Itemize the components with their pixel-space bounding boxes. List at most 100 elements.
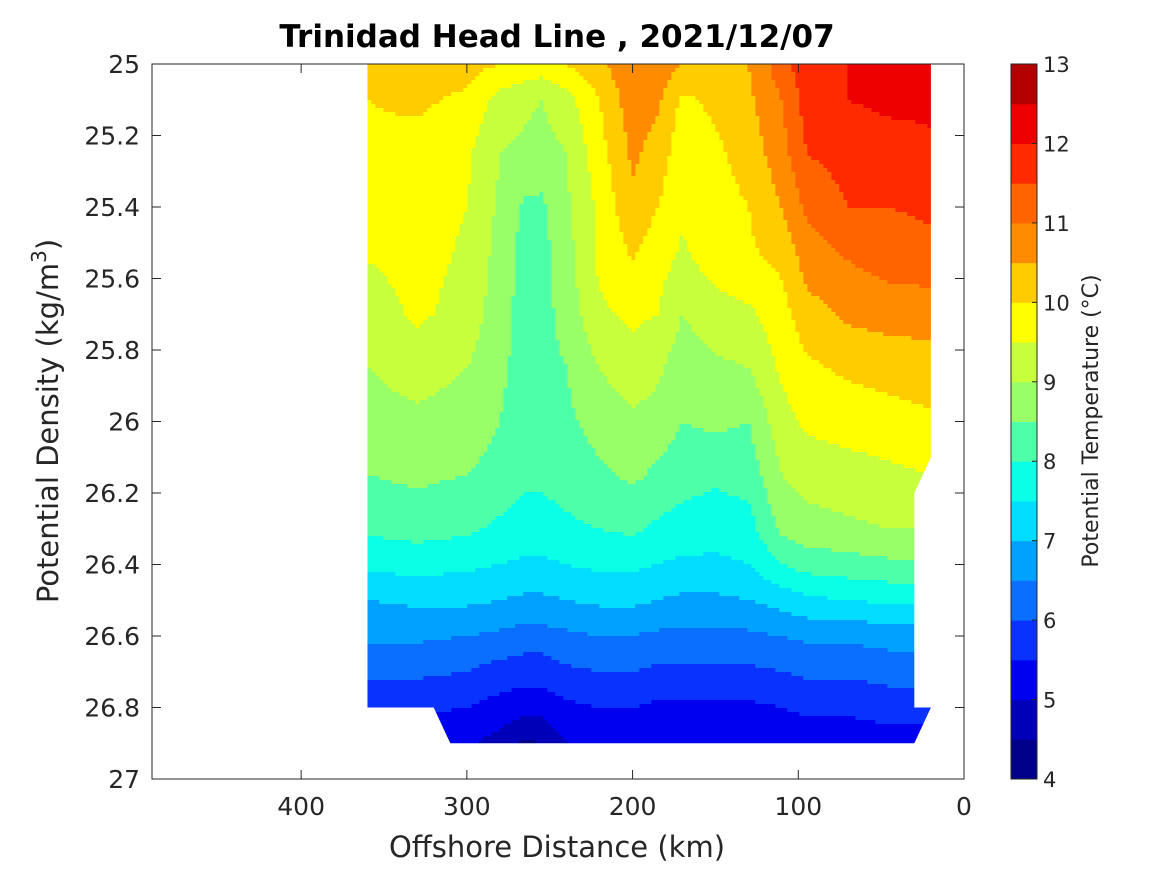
contour-cell xyxy=(795,412,931,417)
contour-cell xyxy=(771,64,792,69)
contour-cell xyxy=(367,496,520,501)
contour-cell xyxy=(547,208,572,213)
contour-cell xyxy=(495,192,540,197)
contour-cell xyxy=(703,492,728,497)
contour-cell xyxy=(591,444,668,449)
contour-cell xyxy=(543,716,856,721)
contour-cell xyxy=(367,72,480,77)
contour-cell xyxy=(539,192,544,197)
contour-cell xyxy=(579,296,604,301)
contour-cell xyxy=(407,484,428,489)
contour-cell xyxy=(591,188,612,193)
contour-cell xyxy=(367,224,460,229)
contour-cell xyxy=(911,336,931,341)
contour-cell xyxy=(491,520,584,525)
contour-cell xyxy=(867,520,931,525)
contour-cell xyxy=(811,224,931,229)
contour-cell xyxy=(803,544,931,549)
contour-cell xyxy=(791,612,931,617)
contour-cell xyxy=(523,592,544,597)
contour-cell xyxy=(495,432,584,437)
contour-cell xyxy=(619,92,664,97)
contour-cell xyxy=(367,588,792,593)
contour-cell xyxy=(367,200,468,205)
contour-cell xyxy=(807,144,931,149)
contour-cell xyxy=(819,160,931,165)
contour-cell xyxy=(367,120,484,125)
contour-cell xyxy=(575,408,768,413)
contour-cell xyxy=(523,80,552,85)
contour-cell xyxy=(447,264,488,269)
contour-cell xyxy=(675,108,704,113)
contour-cell xyxy=(707,276,780,281)
contour-cell xyxy=(551,272,576,277)
contour-cell xyxy=(707,112,756,117)
contour-cell xyxy=(571,512,664,517)
contour-cell xyxy=(671,260,696,265)
contour-cell xyxy=(775,188,800,193)
contour-cell xyxy=(771,344,804,349)
contour-cell xyxy=(887,580,931,585)
contour-cell xyxy=(367,288,396,293)
contour-cell xyxy=(367,368,372,373)
contour-cell xyxy=(367,604,408,609)
contour-cell xyxy=(783,124,804,129)
contour-cell xyxy=(751,84,776,89)
contour-cell xyxy=(475,348,512,353)
contour-cell xyxy=(403,312,436,317)
contour-cell xyxy=(551,284,576,289)
contour-cell xyxy=(547,224,572,229)
contour-cell xyxy=(783,120,804,125)
contour-cell xyxy=(783,116,804,121)
contour-cell xyxy=(755,448,776,453)
contour-cell xyxy=(599,108,624,113)
contour-cell xyxy=(755,112,784,117)
contour-cell xyxy=(519,132,556,137)
contour-cell xyxy=(799,88,848,93)
contour-cell xyxy=(607,300,660,305)
contour-cell xyxy=(487,256,516,261)
contour-cell xyxy=(455,376,508,381)
contour-cell xyxy=(463,220,492,225)
contour-cell xyxy=(799,108,872,113)
contour-cell xyxy=(571,200,596,205)
contour-cell xyxy=(639,248,680,253)
contour-cell xyxy=(903,464,931,469)
contour-cell xyxy=(803,132,931,137)
contour-cell xyxy=(367,176,472,181)
contour-cell xyxy=(887,280,931,285)
contour-cell xyxy=(367,488,712,493)
contour-cell xyxy=(407,604,468,609)
contour-cell xyxy=(651,216,752,221)
contour-cell xyxy=(671,440,752,445)
contour-cell xyxy=(755,528,780,533)
contour-cell xyxy=(799,256,844,261)
contour-cell xyxy=(511,316,556,321)
contour-cell xyxy=(367,660,492,665)
contour-cell xyxy=(595,272,668,277)
contour-cell xyxy=(787,708,931,713)
contour-cell xyxy=(783,280,804,285)
contour-cell xyxy=(759,128,788,133)
contour-cell xyxy=(603,112,624,117)
contour-cell xyxy=(751,428,772,433)
contour-cell xyxy=(367,580,772,585)
contour-cell xyxy=(623,240,644,245)
contour-cell xyxy=(699,100,756,105)
contour-cell xyxy=(579,292,604,297)
contour-cell xyxy=(491,236,516,241)
contour-cell xyxy=(367,672,452,677)
contour-cell xyxy=(863,384,931,389)
contour-cell xyxy=(579,424,680,429)
contour-cell xyxy=(515,136,556,141)
contour-cell xyxy=(431,712,800,717)
contour-cell xyxy=(847,88,931,93)
contour-cell xyxy=(791,64,848,69)
contour-cell xyxy=(703,108,756,113)
contour-cell xyxy=(747,500,768,505)
contour-cell xyxy=(543,652,931,657)
contour-cell xyxy=(591,184,612,189)
contour-cell xyxy=(515,248,552,253)
contour-cell xyxy=(659,312,756,317)
contour-cell xyxy=(475,76,540,81)
